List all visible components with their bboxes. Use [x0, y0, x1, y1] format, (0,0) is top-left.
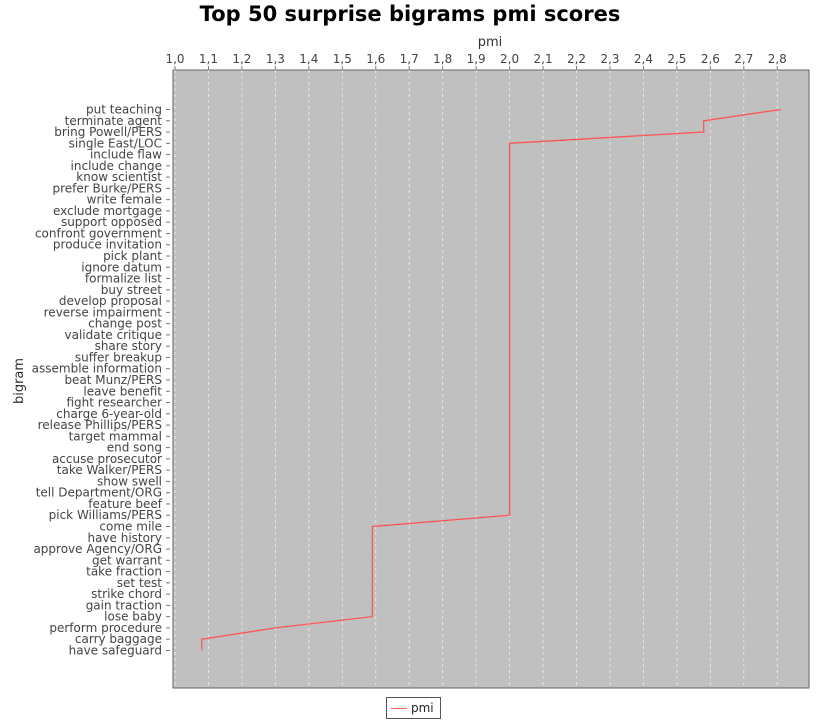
x-tick-label: 1,5 [333, 52, 352, 66]
y-tick-label: charge 6-year-old [56, 407, 162, 421]
x-tick-label: 2,4 [634, 52, 653, 66]
y-tick-label: set test [117, 576, 162, 590]
y-tick-label: know scientist [76, 170, 162, 184]
y-tick-label: target mammal [69, 429, 162, 443]
x-tick-label: 2,5 [667, 52, 686, 66]
y-tick-label: approve Agency/ORG [33, 542, 162, 556]
y-tick-label: beat Munz/PERS [64, 373, 162, 387]
y-tick-label: strike chord [91, 587, 162, 601]
y-tick-label: get warrant [92, 553, 162, 567]
x-tick-label: 2,3 [600, 52, 619, 66]
y-tick-label: include flaw [90, 148, 162, 162]
x-tick-label: 1,0 [165, 52, 184, 66]
series-line-pmi [201, 108, 781, 651]
legend-label: pmi [411, 701, 434, 715]
legend: pmi [386, 697, 441, 719]
y-tick-label: include change [71, 159, 162, 173]
y-tick-label: tell Department/ORG [36, 486, 162, 500]
y-tick-label: accuse prosecutor [52, 452, 162, 466]
x-tick-label: 1,2 [232, 52, 251, 66]
y-tick-label: feature beef [88, 497, 163, 511]
x-tick-label: 1,8 [433, 52, 452, 66]
y-tick-label: ignore datum [81, 260, 162, 274]
y-tick-label: formalize list [85, 272, 162, 286]
x-tick-label: 2,1 [534, 52, 553, 66]
y-tick-label: produce invitation [53, 238, 162, 252]
x-tick-label: 1,4 [299, 52, 318, 66]
y-tick-label: gain traction [86, 598, 162, 612]
x-tick-label: 2,0 [500, 52, 519, 66]
y-tick-label: develop proposal [59, 294, 162, 308]
x-tick-label: 2,2 [567, 52, 586, 66]
y-tick-label: support opposed [61, 215, 162, 229]
x-tick-label: 1,9 [467, 52, 486, 66]
y-tick-label: pick plant [103, 249, 162, 263]
legend-swatch [391, 707, 407, 709]
y-tick-label: lose baby [104, 610, 162, 624]
plot-background [172, 69, 810, 689]
y-tick-label: write female [87, 193, 162, 207]
y-tick-label: terminate agent [65, 114, 163, 128]
series-layer [201, 108, 781, 651]
y-tick-label: pick Williams/PERS [49, 508, 162, 522]
plot-area [172, 69, 810, 689]
y-tick-label: bring Powell/PERS [54, 125, 162, 139]
y-tick-label: carry baggage [75, 632, 162, 646]
x-axis-ticks: 1,0 1,1 1,2 1,3 1,4 1,5 1,6 1,7 1,8 1,9 2,0 2,1 2,2 2… [165, 52, 787, 70]
x-axis-title: pmi [478, 35, 503, 50]
y-tick-label: come mile [99, 519, 162, 533]
y-tick-label: confront government [35, 226, 162, 240]
chart-title: Top 50 surprise bigrams pmi scores [199, 2, 621, 26]
y-tick-label: release Phillips/PERS [38, 418, 162, 432]
y-tick-label: fight researcher [66, 396, 162, 410]
x-tick-label: 1,6 [366, 52, 385, 66]
y-tick-label: exclude mortgage [53, 204, 162, 218]
y-tick-label: single East/LOC [69, 136, 162, 150]
x-tick-label: 2,6 [701, 52, 720, 66]
y-tick-label: have history [87, 531, 162, 545]
x-tick-label: 2,7 [734, 52, 753, 66]
y-tick-label: share story [95, 339, 162, 353]
y-tick-label: end song [107, 441, 162, 455]
y-tick-label: suffer breakup [75, 350, 162, 364]
y-axis-title: bigram [12, 358, 27, 404]
y-tick-label: assemble information [32, 362, 162, 376]
y-tick-label: put teaching [86, 103, 162, 117]
y-tick-label: take fraction [86, 565, 162, 579]
y-tick-label: reverse impairment [44, 305, 163, 319]
y-tick-label: validate critique [64, 328, 162, 342]
y-tick-label: have safeguard [69, 643, 162, 657]
x-tick-label: 1,7 [400, 52, 419, 66]
y-tick-label: leave benefit [83, 384, 162, 398]
y-tick-label: change post [88, 317, 162, 331]
y-tick-label: prefer Burke/PERS [52, 181, 162, 195]
x-tick-label: 2,8 [768, 52, 787, 66]
y-tick-label: perform procedure [49, 621, 162, 635]
y-tick-label: buy street [101, 283, 163, 297]
y-tick-label: take Walker/PERS [57, 463, 162, 477]
y-tick-label: show swell [97, 474, 162, 488]
x-tick-label: 1,3 [266, 52, 285, 66]
x-tick-label: 1,1 [199, 52, 218, 66]
